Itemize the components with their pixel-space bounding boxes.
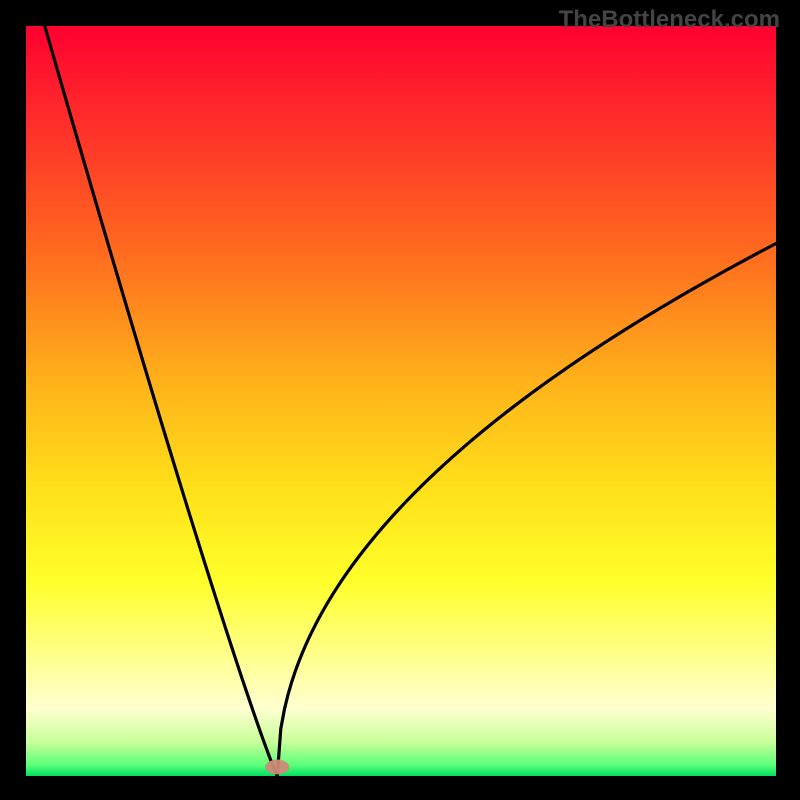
watermark-text: TheBottleneck.com <box>559 6 780 34</box>
plot-svg <box>26 26 776 776</box>
optimal-point-marker <box>265 760 289 775</box>
plot-area <box>26 26 776 776</box>
chart-background <box>26 26 776 776</box>
